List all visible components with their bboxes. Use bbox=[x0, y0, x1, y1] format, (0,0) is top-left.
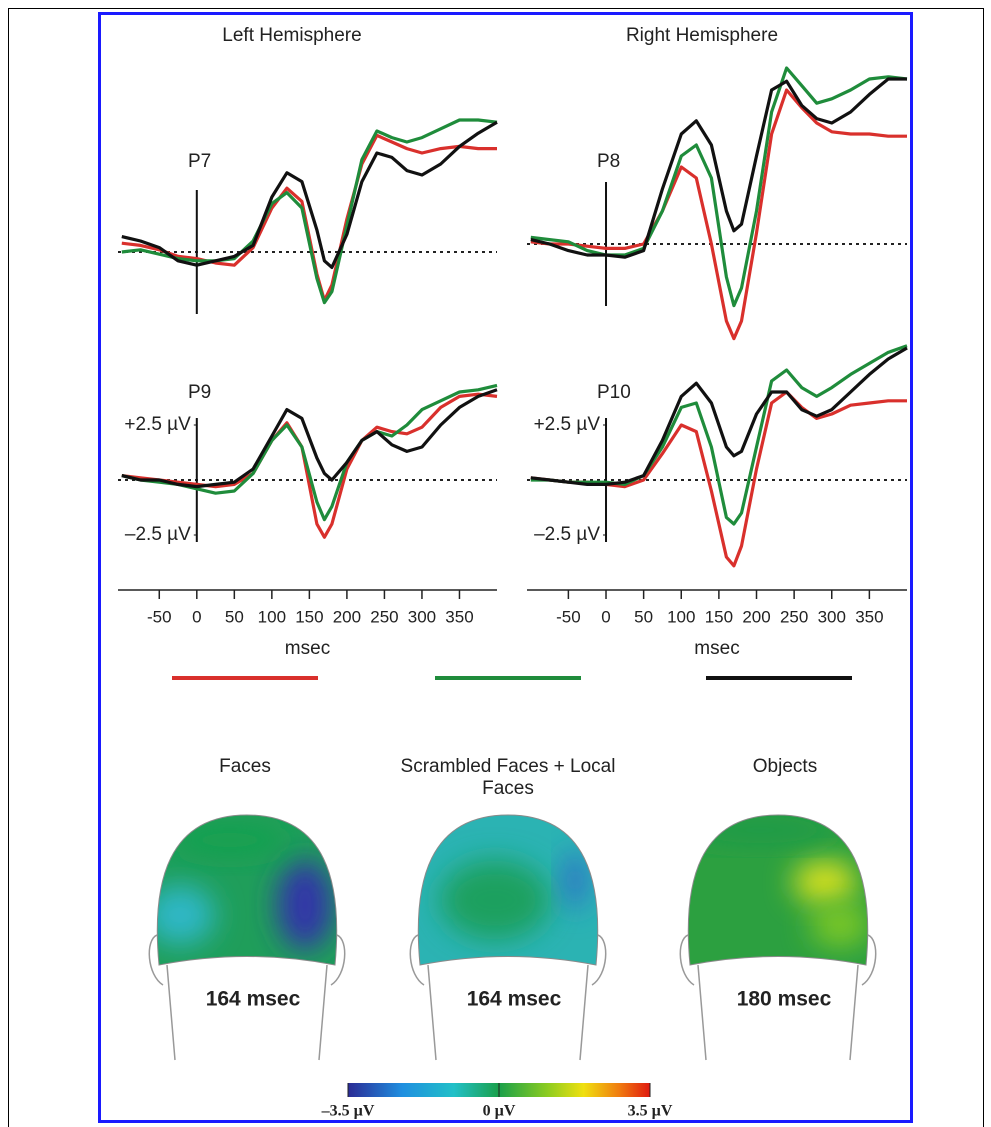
hemisphere-title: Right Hemisphere bbox=[626, 25, 778, 46]
topomap-blob bbox=[688, 816, 840, 844]
x-tick-label: 250 bbox=[370, 607, 398, 626]
series-line bbox=[121, 392, 498, 539]
x-tick-label: 0 bbox=[192, 607, 201, 626]
topomap-blobs bbox=[157, 822, 333, 950]
x-tick-label: 300 bbox=[818, 607, 846, 626]
series-line bbox=[121, 133, 497, 302]
y-tick-label: –2.5 µV bbox=[125, 524, 191, 545]
outer-frame bbox=[8, 8, 984, 1127]
x-tick-label: -50 bbox=[147, 607, 172, 626]
colorbar-tick-label: 3.5 µV bbox=[628, 1103, 673, 1120]
series-line bbox=[121, 118, 498, 305]
x-tick-label: 50 bbox=[634, 607, 653, 626]
x-tick-label: -50 bbox=[556, 607, 581, 626]
series-line bbox=[530, 344, 908, 526]
x-tick-label: 300 bbox=[408, 607, 436, 626]
topomap-blob bbox=[277, 860, 333, 950]
ear bbox=[591, 934, 607, 986]
x-tick-label: 350 bbox=[445, 607, 473, 626]
legend-label: Scrambled Faces + Local Faces bbox=[400, 756, 616, 799]
topomap-edge bbox=[417, 814, 599, 966]
neck bbox=[697, 964, 859, 1061]
x-tick-label: 50 bbox=[225, 607, 244, 626]
topomap-time: 164 msec bbox=[467, 988, 562, 1011]
topomap-blob bbox=[170, 822, 290, 858]
x-tick-label: 0 bbox=[601, 607, 610, 626]
ear bbox=[148, 934, 164, 986]
x-tick-label: 250 bbox=[780, 607, 808, 626]
y-tick-label: –2.5 µV bbox=[534, 524, 600, 545]
series-line bbox=[121, 120, 498, 269]
x-tick-label: 150 bbox=[705, 607, 733, 626]
x-tick-label: 350 bbox=[855, 607, 883, 626]
x-tick-label: 100 bbox=[667, 607, 695, 626]
electrode-label: P8 bbox=[597, 151, 620, 172]
colorbar-tick-label: –3.5 µV bbox=[321, 1103, 375, 1120]
x-tick-label: 200 bbox=[742, 607, 770, 626]
electrode-label: P9 bbox=[188, 382, 211, 403]
series-line bbox=[121, 388, 498, 489]
ear bbox=[330, 934, 346, 986]
legend-label: Objects bbox=[752, 756, 818, 777]
x-tick-label: 200 bbox=[333, 607, 361, 626]
topomap-blob bbox=[793, 860, 857, 904]
ear bbox=[679, 934, 695, 986]
topomap-time: 180 msec bbox=[737, 988, 832, 1011]
topomap bbox=[148, 814, 346, 1061]
neck bbox=[427, 964, 589, 1061]
x-tick-label: 150 bbox=[295, 607, 323, 626]
electrode-label: P7 bbox=[188, 151, 211, 172]
figure-frame bbox=[98, 12, 913, 1123]
topomap-blob bbox=[810, 903, 868, 947]
x-tick-label: 100 bbox=[258, 607, 286, 626]
topomap-edge bbox=[156, 814, 338, 966]
series-line bbox=[530, 66, 908, 308]
topomap-time: 164 msec bbox=[206, 988, 301, 1011]
y-tick-label: +2.5 µV bbox=[124, 414, 191, 435]
hemisphere-title: Left Hemisphere bbox=[222, 25, 361, 46]
ear bbox=[861, 934, 877, 986]
series-line bbox=[530, 88, 907, 341]
topomap-blobs bbox=[440, 850, 587, 940]
colorbar-tick-label: 0 µV bbox=[483, 1103, 516, 1120]
ear bbox=[409, 934, 425, 986]
x-axis-label: msec bbox=[285, 638, 330, 659]
topomap-blob bbox=[440, 860, 550, 940]
topomap-edge bbox=[687, 814, 869, 966]
y-tick-label: +2.5 µV bbox=[534, 414, 601, 435]
series-line bbox=[530, 77, 907, 259]
series-line bbox=[121, 383, 498, 522]
x-axis-label: msec bbox=[694, 638, 739, 659]
series-line bbox=[530, 346, 908, 486]
topomap-blob bbox=[563, 850, 587, 910]
electrode-label: P10 bbox=[597, 382, 631, 403]
topomap bbox=[679, 814, 877, 1061]
legend-label: Faces bbox=[219, 756, 271, 777]
topomap bbox=[409, 814, 607, 1061]
neck bbox=[166, 964, 328, 1061]
topomap-blob bbox=[157, 885, 215, 945]
